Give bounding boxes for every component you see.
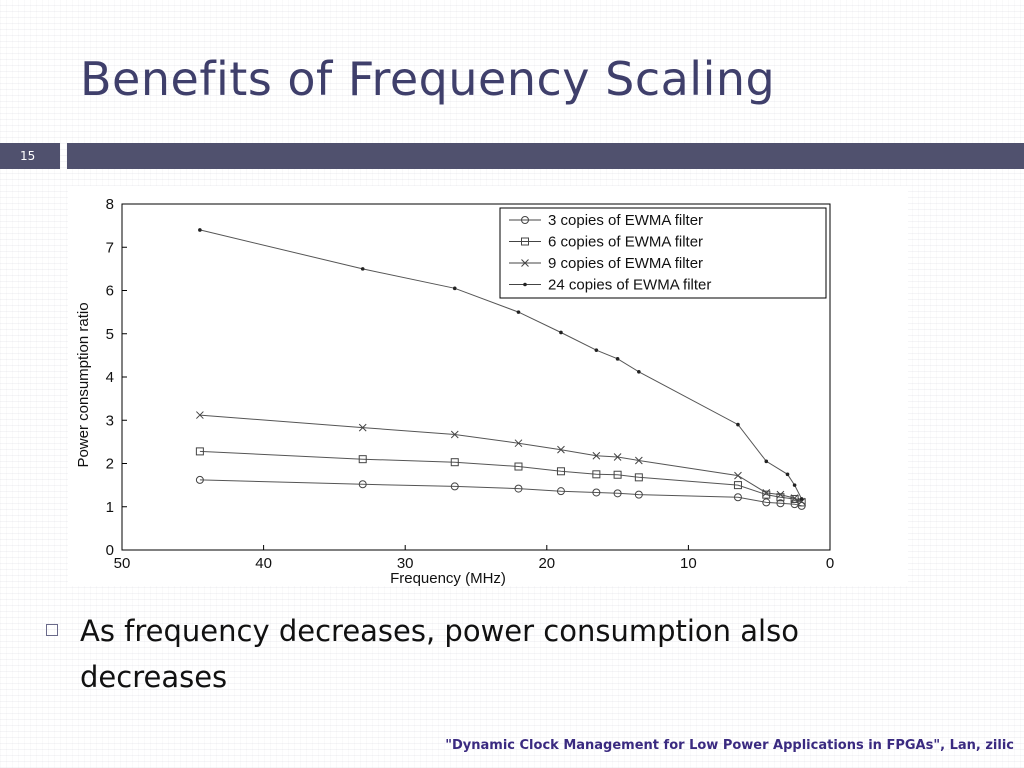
y-axis-label: Power consumption ratio	[75, 302, 92, 467]
series-point-1	[634, 490, 643, 499]
series-point-3	[734, 471, 742, 480]
series-point-3	[797, 497, 806, 506]
x-tick-label: 0	[826, 555, 834, 572]
series-point-1	[762, 498, 771, 507]
y-tick-label: 3	[106, 412, 114, 429]
y-tick-label: 8	[106, 196, 114, 213]
series-point-2	[613, 470, 622, 479]
slide-title: Benefits of Frequency Scaling	[80, 52, 776, 106]
series-point-1	[613, 489, 622, 498]
y-tick-label: 5	[106, 326, 114, 343]
legend-entry-label: 24 copies of EWMA filter	[548, 277, 711, 294]
series-point-4	[764, 459, 769, 464]
legend-entry-label: 3 copies of EWMA filter	[548, 212, 703, 229]
series-point-3	[613, 453, 622, 461]
series-point-2	[195, 447, 204, 456]
legend-box	[499, 207, 827, 299]
series-point-1	[592, 488, 601, 497]
x-axis-label: Frequency (MHz)	[390, 570, 506, 586]
chart-image: 50 40 30 20 10 0 0 1 2 3 4 5 6 7 8 Frequency (MHz) Pow…	[68, 186, 908, 586]
series-point-1	[776, 499, 785, 508]
series-point-4	[785, 472, 790, 477]
series-point-3	[592, 451, 601, 460]
series-line-1	[199, 479, 802, 507]
series-point-2	[776, 493, 785, 502]
series-point-4	[594, 348, 599, 352]
legend-marker-4	[523, 282, 527, 287]
x-tick-label: 30	[397, 555, 414, 572]
series-point-2	[762, 490, 771, 499]
series-point-3	[557, 445, 565, 454]
bullet-marker	[46, 624, 58, 636]
series-point-3	[450, 430, 459, 439]
series-point-4	[559, 330, 563, 335]
x-tick-label: 20	[538, 555, 555, 572]
x-tick-label: 50	[114, 555, 131, 572]
slide-number: 15	[0, 143, 60, 169]
series-point-1	[358, 480, 367, 489]
series-point-1	[195, 475, 204, 484]
series-point-3	[358, 423, 367, 432]
x-tick-label: 10	[680, 555, 697, 572]
series-point-3	[196, 411, 204, 419]
chart-legend: 3 copies of EWMA filter 6 copies of EWMA …	[499, 207, 827, 299]
series-line-3	[199, 414, 802, 503]
series-point-4	[516, 310, 521, 314]
y-tick-label: 7	[106, 239, 114, 256]
x-tick-label: 40	[255, 555, 272, 572]
legend-marker-2	[521, 237, 529, 246]
y-tick-label: 0	[106, 542, 114, 559]
header-rule-bar	[67, 143, 1024, 169]
series-point-3	[790, 494, 799, 502]
series-point-1	[450, 482, 459, 491]
series-point-2	[733, 481, 742, 490]
series-point-3	[762, 489, 771, 497]
series-point-2	[592, 470, 601, 479]
series-point-1	[556, 487, 565, 496]
series-point-3	[776, 490, 785, 499]
series-point-1	[733, 493, 742, 502]
series-point-2	[514, 462, 523, 471]
series-point-4	[736, 422, 740, 427]
legend-marker-1	[521, 216, 529, 224]
y-tick-label: 6	[106, 283, 114, 300]
series-point-2	[358, 455, 367, 464]
legend-entry-label: 9 copies of EWMA filter	[548, 255, 703, 272]
series-point-4	[799, 497, 804, 501]
series-point-1	[514, 484, 523, 493]
series-point-2	[634, 473, 643, 482]
series-point-4	[615, 357, 620, 361]
series-point-3	[634, 456, 643, 465]
series-point-3	[514, 439, 523, 448]
y-tick-label: 1	[106, 499, 114, 516]
legend-entry-label: 6 copies of EWMA filter	[548, 234, 703, 251]
series-line-2	[199, 450, 802, 503]
series-point-4	[452, 286, 457, 291]
series-point-2	[556, 467, 565, 476]
series-point-4	[360, 267, 365, 271]
series-point-4	[198, 228, 202, 232]
bullet-text: As frequency decreases, power consumptio…	[80, 614, 799, 694]
power-frequency-chart: 50 40 30 20 10 0 0 1 2 3 4 5 6 7 8 Frequency (MHz) Pow…	[75, 196, 834, 586]
citation-text: "Dynamic Clock Management for Low Power …	[445, 738, 1014, 753]
y-tick-label: 4	[106, 369, 114, 386]
y-tick-label: 2	[106, 456, 114, 473]
series-point-4	[792, 483, 797, 487]
series-point-2	[450, 458, 459, 467]
legend-marker-3	[521, 259, 529, 267]
series-point-4	[637, 370, 641, 374]
